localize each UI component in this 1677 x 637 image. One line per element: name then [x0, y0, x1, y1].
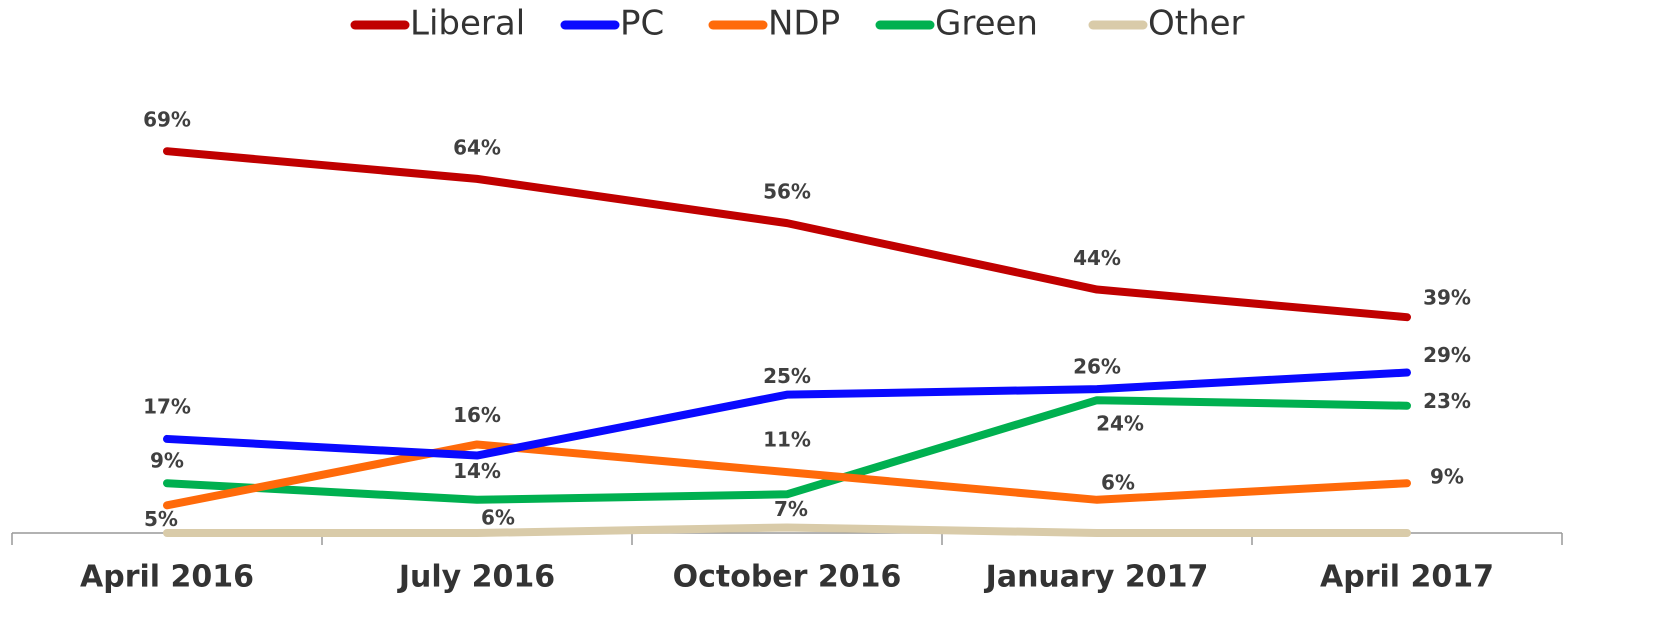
- legend-label: Other: [1148, 4, 1245, 44]
- data-label: 6%: [1101, 470, 1135, 494]
- series-line: [163, 368, 1411, 460]
- data-label: 26%: [1073, 355, 1121, 379]
- data-label: 23%: [1423, 389, 1471, 413]
- series-line: [163, 147, 1411, 322]
- series-line: [163, 396, 1411, 504]
- data-label: 39%: [1423, 286, 1471, 310]
- data-label: 14%: [453, 459, 501, 483]
- series-line: [163, 440, 1411, 510]
- x-tick-label: April 2016: [80, 560, 254, 595]
- series-line: [163, 523, 1411, 537]
- data-label: 44%: [1073, 246, 1121, 270]
- legend-label: NDP: [768, 4, 840, 44]
- x-tick-label: October 2016: [673, 560, 902, 595]
- data-label: 64%: [453, 135, 501, 159]
- data-label: 11%: [763, 428, 811, 452]
- data-label: 56%: [763, 180, 811, 204]
- x-tick-label: April 2017: [1320, 560, 1494, 595]
- data-label: 29%: [1423, 343, 1471, 367]
- data-label: 7%: [774, 497, 808, 521]
- data-label: 69%: [143, 108, 191, 132]
- data-label: 6%: [481, 505, 515, 529]
- data-label: 5%: [144, 507, 178, 531]
- legend-label: Green: [935, 4, 1038, 44]
- data-label: 25%: [763, 364, 811, 388]
- data-label: 9%: [1430, 465, 1464, 489]
- x-tick-label: July 2016: [397, 560, 555, 595]
- data-label: 9%: [150, 449, 184, 473]
- x-tick-label: January 2017: [984, 560, 1209, 595]
- data-label: 24%: [1096, 412, 1144, 436]
- data-label: 17%: [143, 394, 191, 418]
- data-label: 16%: [453, 403, 501, 427]
- legend-label: PC: [620, 4, 664, 44]
- legend-label: Liberal: [410, 4, 525, 44]
